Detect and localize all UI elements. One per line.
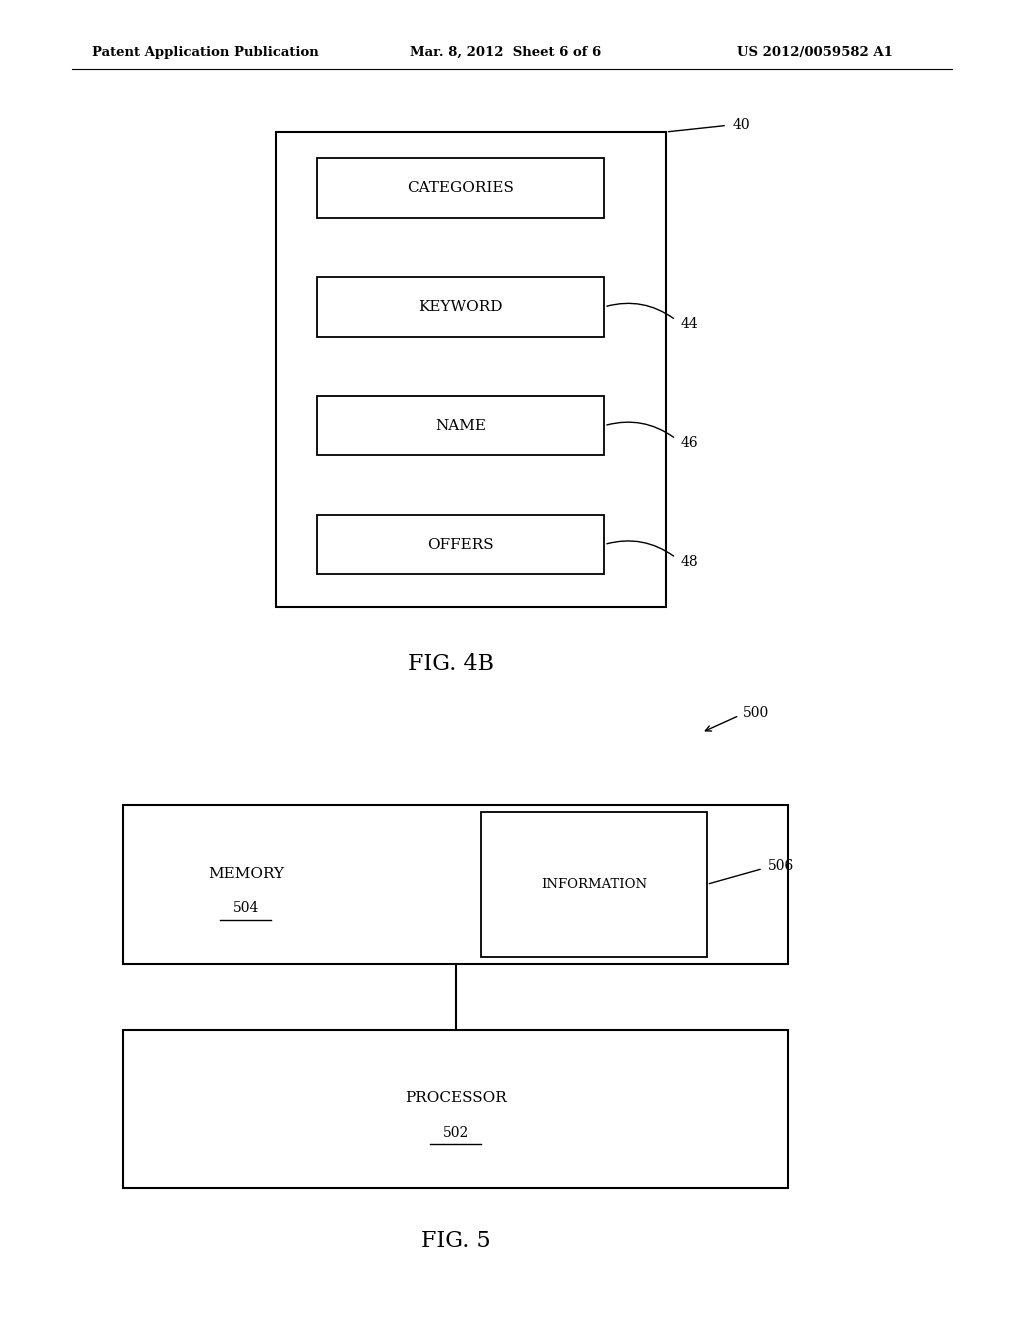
Text: US 2012/0059582 A1: US 2012/0059582 A1 xyxy=(737,46,893,59)
Text: 46: 46 xyxy=(681,436,698,450)
FancyBboxPatch shape xyxy=(317,515,604,574)
FancyBboxPatch shape xyxy=(317,158,604,218)
Text: 502: 502 xyxy=(442,1126,469,1139)
FancyBboxPatch shape xyxy=(123,805,788,964)
Text: 40: 40 xyxy=(732,119,750,132)
Text: FIG. 4B: FIG. 4B xyxy=(408,653,494,676)
Text: 504: 504 xyxy=(232,902,259,915)
Text: 506: 506 xyxy=(768,859,795,873)
FancyBboxPatch shape xyxy=(123,1030,788,1188)
Text: MEMORY: MEMORY xyxy=(208,867,284,880)
Text: 500: 500 xyxy=(742,706,769,719)
Text: INFORMATION: INFORMATION xyxy=(541,878,647,891)
Text: CATEGORIES: CATEGORIES xyxy=(408,181,514,195)
FancyBboxPatch shape xyxy=(317,277,604,337)
Text: KEYWORD: KEYWORD xyxy=(419,300,503,314)
Text: FIG. 5: FIG. 5 xyxy=(421,1230,490,1253)
Text: Mar. 8, 2012  Sheet 6 of 6: Mar. 8, 2012 Sheet 6 of 6 xyxy=(410,46,601,59)
Text: PROCESSOR: PROCESSOR xyxy=(404,1092,507,1105)
Text: NAME: NAME xyxy=(435,418,486,433)
Text: OFFERS: OFFERS xyxy=(427,537,495,552)
Text: 48: 48 xyxy=(681,554,698,569)
FancyBboxPatch shape xyxy=(276,132,666,607)
Text: 44: 44 xyxy=(681,317,698,331)
Text: Patent Application Publication: Patent Application Publication xyxy=(92,46,318,59)
FancyBboxPatch shape xyxy=(317,396,604,455)
FancyBboxPatch shape xyxy=(481,812,707,957)
